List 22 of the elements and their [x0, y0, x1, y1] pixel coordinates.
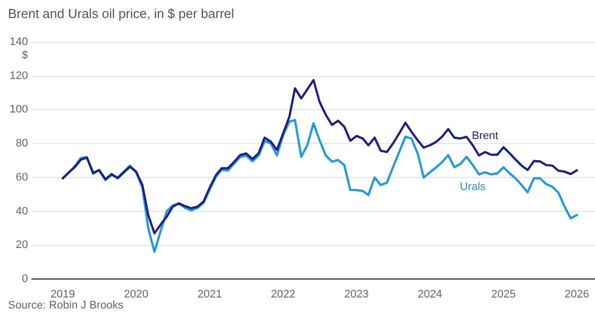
x-tick-label: 2021	[198, 288, 222, 300]
source-note: Source: Robin J Brooks	[8, 300, 124, 312]
chart-title: Brent and Urals oil price, in $ per barrel	[8, 6, 234, 21]
y-tick-label: 0	[22, 273, 28, 285]
line-series	[62, 78, 578, 234]
y-tick-label: 120	[10, 70, 28, 82]
x-tick-label: 2019	[50, 288, 76, 300]
y-axis-title: $	[22, 50, 28, 62]
x-tick-label: 2020	[124, 288, 148, 300]
x-tick-label: 2026	[564, 288, 590, 300]
x-tick-label: 2025	[491, 288, 516, 300]
series-label: Urals	[460, 181, 486, 194]
y-tick-label: 20	[16, 239, 28, 252]
x-tick-label: 2024	[418, 288, 442, 300]
x-tick-label: 2023	[344, 288, 369, 300]
y-tick-label: 40	[16, 205, 28, 218]
x-tick-label: 2022	[270, 288, 296, 300]
y-tick-label: 100	[10, 104, 28, 116]
y-tick-label: 140	[10, 36, 28, 48]
series-label: Brent	[472, 130, 498, 142]
y-tick-label: 60	[16, 171, 28, 184]
y-tick-label: 80	[16, 138, 28, 150]
